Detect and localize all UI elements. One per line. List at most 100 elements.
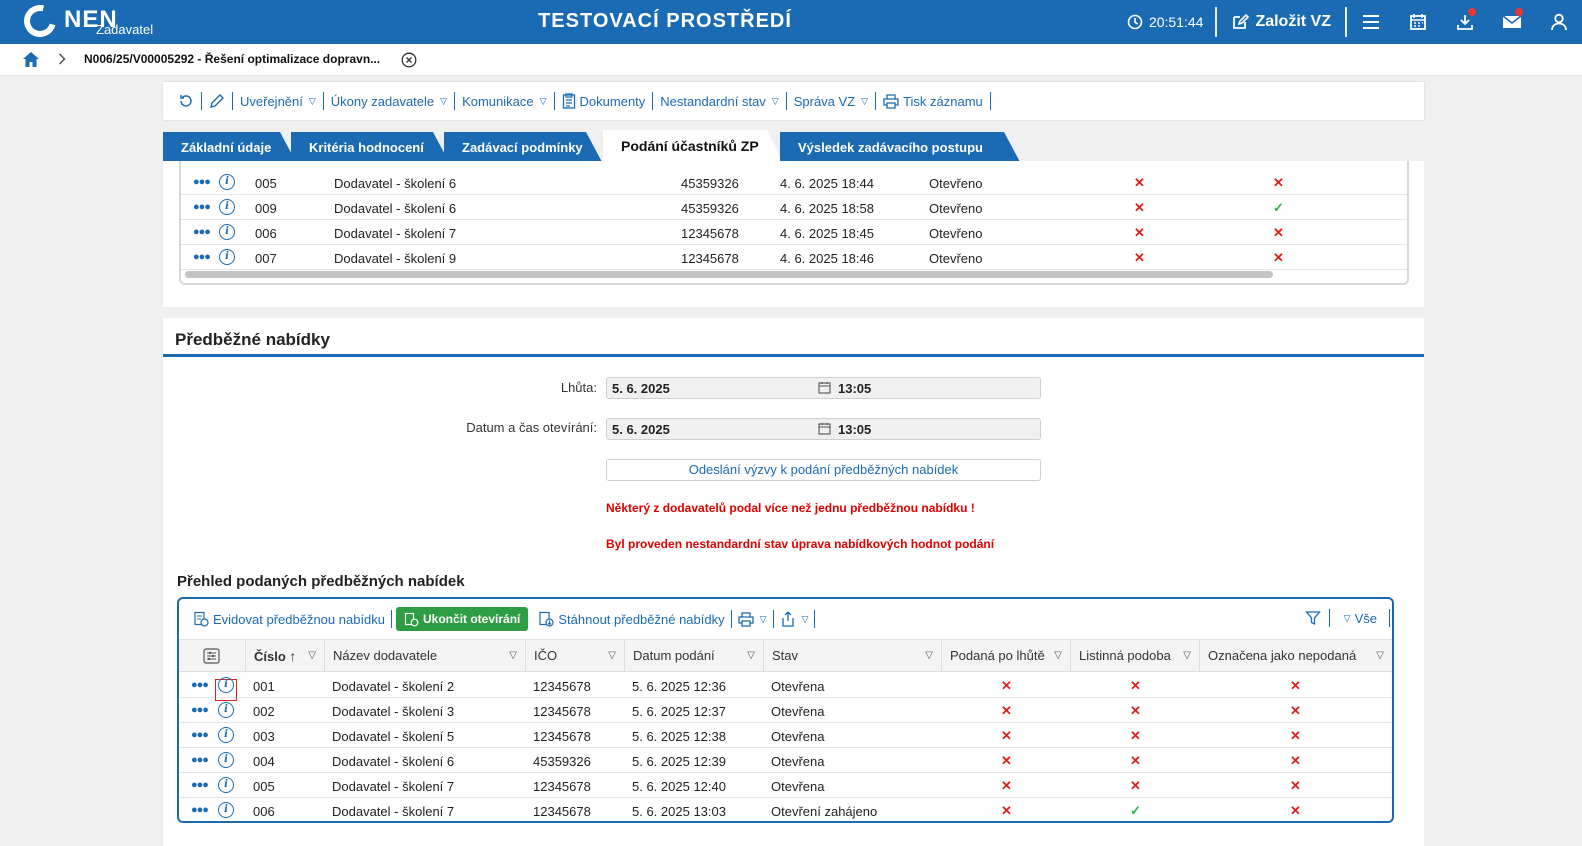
table-row[interactable]: ●●● i 009 Dodavatel - školení 6 45359326… <box>181 195 1407 220</box>
row-actions-icon[interactable]: ●●● <box>193 201 211 213</box>
cross-icon: ✕ <box>1001 753 1012 768</box>
menu-ukony-zadavatele[interactable]: Úkony zadavatele ▽ <box>324 94 454 109</box>
column-header-po-lhute[interactable]: Podaná po lhůtě ▽ <box>941 640 1070 672</box>
cross-icon: ✕ <box>1134 175 1145 190</box>
breadcrumb-current[interactable]: N006/25/V00005292 - Řešení optimalizace … <box>84 52 381 66</box>
downloads-button[interactable] <box>1441 0 1488 44</box>
column-filter-icon[interactable]: ▽ <box>1054 650 1062 661</box>
close-icon[interactable] <box>401 52 417 68</box>
menu-nestandardni-stav[interactable]: Nestandardní stav ▽ <box>653 94 785 109</box>
user-button[interactable] <box>1535 0 1582 44</box>
column-header-listinna[interactable]: Listinná podoba ▽ <box>1070 640 1199 672</box>
tab-kriteria-hodnoceni[interactable]: Kritéria hodnocení <box>291 132 449 162</box>
info-icon[interactable]: i <box>219 199 235 215</box>
menu-button[interactable] <box>1347 0 1394 44</box>
info-icon[interactable]: i <box>219 174 235 190</box>
column-filter-icon[interactable]: ▽ <box>925 650 933 661</box>
grid-header: Číslo ↑ ▽ Název dodavatele ▽ IČO ▽ Datum po… <box>179 639 1392 672</box>
filter-icon[interactable] <box>1304 610 1321 626</box>
environment-title: TESTOVACÍ PROSTŘEDÍ <box>538 10 792 32</box>
row-actions-icon[interactable]: ●●● <box>193 226 211 238</box>
column-header-stav[interactable]: Stav ▽ <box>763 640 941 672</box>
dropdown-triangle-icon: ▽ <box>1343 612 1351 623</box>
row-nazev: Dodavatel - školení 7 <box>332 779 455 794</box>
row-stav: Otevřena <box>771 729 825 744</box>
column-header-cislo[interactable]: Číslo ↑ ▽ <box>245 640 324 672</box>
ukoncit-label: Ukončit otevírání <box>423 612 521 626</box>
menu-komunikace[interactable]: Komunikace ▽ <box>455 94 553 109</box>
create-vz-button[interactable]: Založit VZ <box>1217 13 1345 31</box>
messages-button[interactable] <box>1488 0 1535 44</box>
otevirani-time: 13:05 <box>838 422 872 437</box>
table-row[interactable]: ●●● i 006 Dodavatel - školení 7 12345678… <box>181 220 1407 245</box>
column-filter-icon[interactable]: ▽ <box>308 650 316 661</box>
ukoncit-otevirani-button[interactable]: Ukončit otevírání <box>396 607 529 631</box>
table-row[interactable]: ●●● i 005 Dodavatel - školení 6 45359326… <box>181 170 1407 195</box>
column-header-nazev[interactable]: Název dodavatele ▽ <box>324 640 525 672</box>
send-invitation-button[interactable]: Odeslání výzvy k podání předběžných nabí… <box>606 459 1041 481</box>
horizontal-scrollbar[interactable] <box>185 271 1273 278</box>
info-icon[interactable]: i <box>219 224 235 240</box>
info-icon[interactable]: i <box>218 727 234 743</box>
row-actions-icon[interactable]: ●●● <box>193 251 211 263</box>
table-row[interactable]: ●●● i 006 Dodavatel - školení 7 12345678… <box>179 798 1392 821</box>
refresh-button[interactable] <box>171 93 201 109</box>
info-icon[interactable]: i <box>218 702 234 718</box>
column-filter-icon[interactable]: ▽ <box>747 650 755 661</box>
menu-tisk-zaznamu[interactable]: Tisk záznamu <box>876 94 990 109</box>
row-stav: Otevřeno <box>929 226 983 241</box>
table-row[interactable]: ●●● i 007 Dodavatel - školení 9 12345678… <box>181 245 1407 270</box>
tab-podani-ucastniku[interactable]: Podání účastníků ZP <box>603 130 783 162</box>
table-row[interactable]: ●●● i 002 Dodavatel - školení 3 12345678… <box>179 698 1392 723</box>
print-dropdown-button[interactable]: ▽ <box>732 611 773 627</box>
tab-vysledek-postupu[interactable]: Výsledek zadávacího postupu <box>780 132 1020 162</box>
column-filter-icon[interactable]: ▽ <box>608 650 616 661</box>
column-filter-icon[interactable]: ▽ <box>509 650 517 661</box>
column-settings[interactable] <box>179 640 245 672</box>
menu-uverejneni[interactable]: Uveřejnění ▽ <box>233 94 323 109</box>
row-actions-icon[interactable]: ●●● <box>193 176 211 188</box>
info-icon[interactable]: i <box>219 249 235 265</box>
info-icon[interactable]: i <box>218 752 234 768</box>
column-stav-label: Stav <box>772 648 799 663</box>
tab-zakladni-udaje[interactable]: Základní údaje <box>163 132 296 162</box>
nen-logo[interactable]: NEN <box>18 0 118 43</box>
info-icon[interactable]: i <box>218 777 234 793</box>
row-actions-icon[interactable]: ●●● <box>191 779 209 791</box>
row-actions-icon[interactable]: ●●● <box>191 729 209 741</box>
column-header-ico[interactable]: IČO ▽ <box>525 640 624 672</box>
dropdown-triangle-icon: ▽ <box>771 95 779 106</box>
menu-dokumenty[interactable]: Dokumenty <box>555 93 653 109</box>
stahnout-button[interactable]: Stáhnout předběžné nabídky <box>532 611 730 627</box>
row-datum: 5. 6. 2025 12:40 <box>632 779 726 794</box>
menu-sprava-vz[interactable]: Správa VZ ▽ <box>787 94 875 109</box>
table-row[interactable]: ●●● i 005 Dodavatel - školení 7 12345678… <box>179 773 1392 798</box>
menu-uverejneni-label: Uveřejnění <box>240 93 303 109</box>
evidovat-button[interactable]: Evidovat předběžnou nabídku <box>187 611 391 627</box>
dropdown-triangle-icon: ▽ <box>539 95 547 106</box>
download-icon <box>1456 15 1473 30</box>
tab-zadavaci-podminky[interactable]: Zadávací podmínky <box>444 132 602 162</box>
row-nazev: Dodavatel - školení 7 <box>332 804 455 819</box>
row-actions-icon[interactable]: ●●● <box>191 804 209 816</box>
user-icon <box>1550 13 1567 31</box>
row-actions-icon[interactable]: ●●● <box>191 754 209 766</box>
column-header-nepodana[interactable]: Označena jako nepodaná ▽ <box>1199 640 1392 672</box>
row-ico: 45359326 <box>681 201 739 216</box>
export-dropdown-button[interactable]: ▽ <box>774 611 815 627</box>
stop-doc-icon <box>404 612 419 626</box>
row-actions-icon[interactable]: ●●● <box>191 704 209 716</box>
column-filter-icon[interactable]: ▽ <box>1376 650 1384 661</box>
filter-all-dropdown[interactable]: ▽ Vše <box>1338 611 1381 626</box>
column-header-datum[interactable]: Datum podání ▽ <box>624 640 763 672</box>
home-icon[interactable] <box>22 51 40 68</box>
table-row[interactable]: ●●● i 003 Dodavatel - školení 5 12345678… <box>179 723 1392 748</box>
edit-button[interactable] <box>202 93 232 109</box>
info-icon[interactable]: i <box>218 677 234 693</box>
row-actions-icon[interactable]: ●●● <box>191 679 209 691</box>
calendar-button[interactable] <box>1394 0 1441 44</box>
table-row[interactable]: ●●● i 004 Dodavatel - školení 6 45359326… <box>179 748 1392 773</box>
table-row[interactable]: ●●● i 001 Dodavatel - školení 2 12345678… <box>179 673 1392 701</box>
column-filter-icon[interactable]: ▽ <box>1183 650 1191 661</box>
info-icon[interactable]: i <box>218 802 234 818</box>
